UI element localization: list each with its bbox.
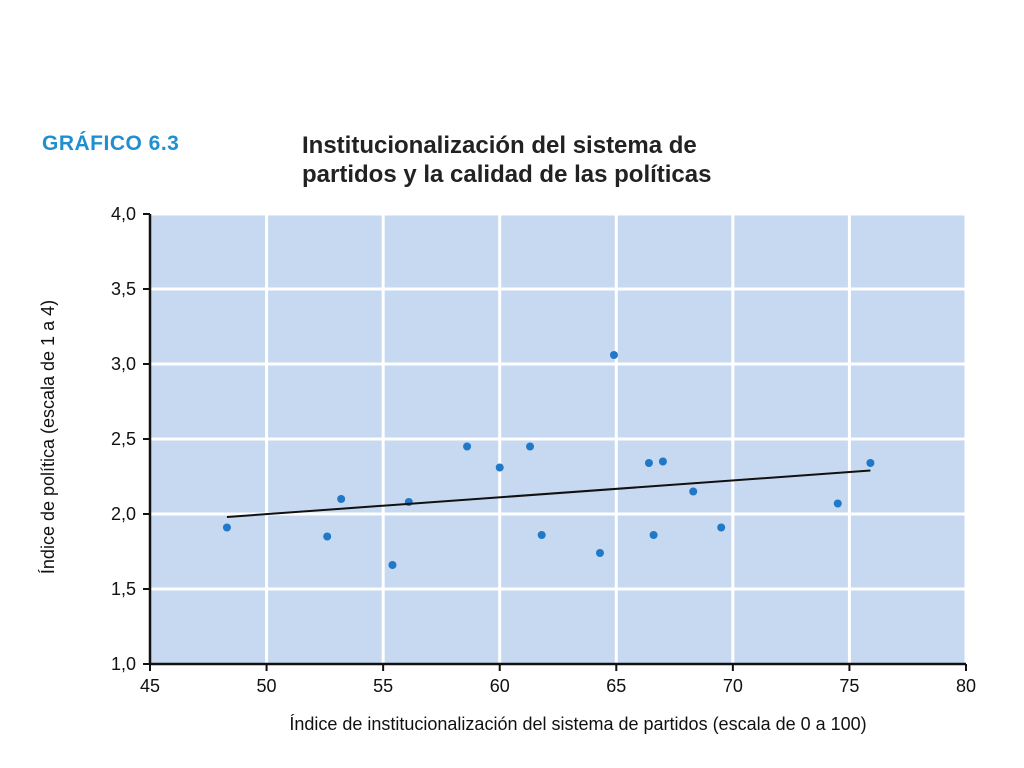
- data-point: [644, 459, 653, 467]
- data-point: [833, 499, 842, 508]
- y-tick-label: 2,5: [111, 429, 136, 449]
- data-point: [337, 495, 346, 503]
- y-tick-label: 3,0: [111, 354, 136, 374]
- x-tick-label: 75: [839, 676, 859, 696]
- y-tick-label: 3,5: [111, 279, 136, 299]
- y-tick-label: 4,0: [111, 204, 136, 224]
- data-point: [222, 523, 231, 532]
- data-points: [222, 351, 875, 569]
- data-point: [526, 442, 535, 451]
- trend-line: [226, 469, 871, 518]
- x-tick-label: 70: [723, 676, 743, 696]
- x-tick-label: 50: [257, 676, 277, 696]
- data-point: [323, 532, 332, 541]
- x-tick-label: 55: [373, 676, 393, 696]
- figure-title-line-2: partidos y la calidad de las políticas: [302, 161, 712, 188]
- data-point: [649, 531, 658, 539]
- data-point: [388, 561, 397, 569]
- tick-labels: 45 50 55 60 65 70 75 80 1,0 1,5 2,0 2,5 3,0 3,5 4,0: [111, 204, 976, 696]
- figure-title-line-1: Institucionalización del sistema de: [302, 132, 697, 159]
- x-axis-label: Índice de institucionalización del siste…: [289, 714, 866, 734]
- y-tick-label: 2,0: [111, 504, 136, 524]
- x-tick-label: 65: [606, 676, 626, 696]
- grid-lines: [150, 212, 968, 664]
- figure-title: Institucionalización del sistema de part…: [302, 131, 1002, 189]
- data-point: [717, 523, 726, 532]
- trend-line-group: [226, 469, 871, 518]
- x-tick-label: 80: [956, 676, 976, 696]
- y-tick-label: 1,5: [111, 579, 136, 599]
- y-tick-label: 1,0: [111, 654, 136, 674]
- y-axis-label: Índice de política (escala de 1 a 4): [38, 300, 58, 574]
- data-point: [689, 487, 698, 496]
- data-point: [609, 351, 618, 359]
- x-tick-label: 45: [140, 676, 160, 696]
- data-point: [866, 459, 875, 467]
- data-point: [495, 463, 504, 472]
- x-tick-label: 60: [490, 676, 510, 696]
- data-point: [463, 442, 472, 451]
- figure-number: GRÁFICO 6.3: [42, 132, 180, 155]
- data-point: [595, 549, 604, 557]
- data-point: [537, 531, 546, 539]
- figure-header: GRÁFICO 6.3 Institucionalización del sis…: [0, 0, 1024, 200]
- data-point: [658, 457, 667, 466]
- axes: [143, 213, 967, 671]
